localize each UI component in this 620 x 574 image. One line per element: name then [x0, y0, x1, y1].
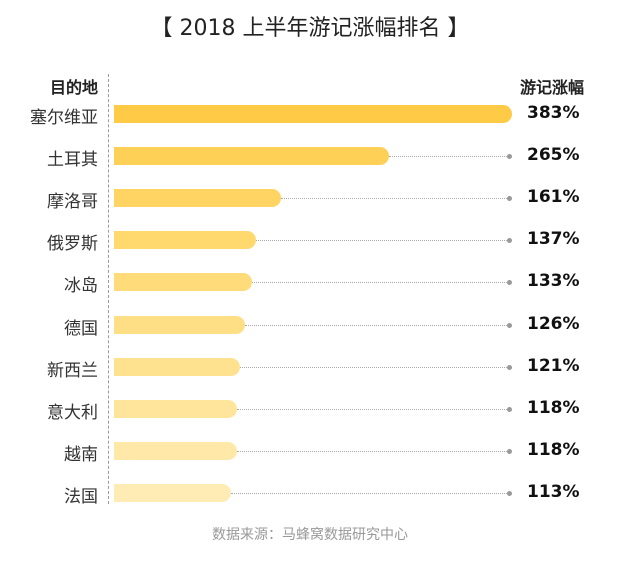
leader-dot [507, 322, 512, 328]
leader-line [239, 366, 509, 368]
value-label: 161% [527, 187, 580, 208]
bar [114, 273, 253, 292]
value-label: 113% [527, 481, 580, 502]
category-label: 俄罗斯 [47, 234, 98, 255]
value-label: 265% [527, 145, 580, 166]
value-label: 137% [527, 229, 580, 250]
leader-line [231, 492, 509, 494]
leader-line [236, 408, 509, 410]
leader-dot [507, 196, 512, 202]
category-label: 法国 [64, 486, 98, 507]
leader-dot [507, 154, 512, 160]
leader-dot [507, 238, 512, 244]
value-label: 121% [527, 355, 580, 376]
leader-line [281, 198, 509, 200]
bar [114, 357, 240, 376]
leader-dot [507, 406, 512, 412]
axis-line [108, 74, 109, 504]
leader-line [256, 240, 509, 242]
bar [114, 231, 257, 250]
bar [114, 441, 237, 460]
category-label: 塞尔维亚 [30, 108, 98, 128]
bar [114, 315, 245, 334]
category-header: 目的地 [49, 78, 98, 97]
category-label: 土耳其 [47, 150, 98, 171]
value-label: 118% [527, 397, 580, 418]
bar [114, 399, 237, 418]
bar [114, 189, 282, 208]
category-label: 德国 [64, 318, 98, 339]
category-label: 意大利 [47, 402, 98, 423]
value-header: 游记涨幅 [520, 78, 585, 97]
leader-dot [507, 280, 512, 286]
bar [114, 483, 232, 502]
leader-line [236, 450, 509, 452]
category-label: 新西兰 [47, 360, 98, 381]
value-label: 126% [527, 313, 580, 334]
category-label: 冰岛 [64, 276, 98, 297]
category-label: 摩洛哥 [47, 192, 98, 213]
leader-line [252, 282, 509, 284]
bar [114, 105, 512, 123]
value-label: 118% [527, 439, 580, 460]
bar [114, 147, 390, 166]
leader-dot [507, 448, 512, 454]
leader-line [389, 156, 509, 158]
category-label: 越南 [64, 444, 98, 465]
leader-dot [507, 364, 512, 370]
value-label: 133% [527, 271, 580, 292]
value-label: 383% [527, 103, 580, 123]
leader-line [244, 324, 509, 326]
leader-dot [507, 490, 512, 496]
chart-title: 【 2018 上半年游记涨幅排名 】 [150, 16, 470, 41]
source-note: 数据来源：马蜂窝数据研究中心 [212, 527, 408, 543]
